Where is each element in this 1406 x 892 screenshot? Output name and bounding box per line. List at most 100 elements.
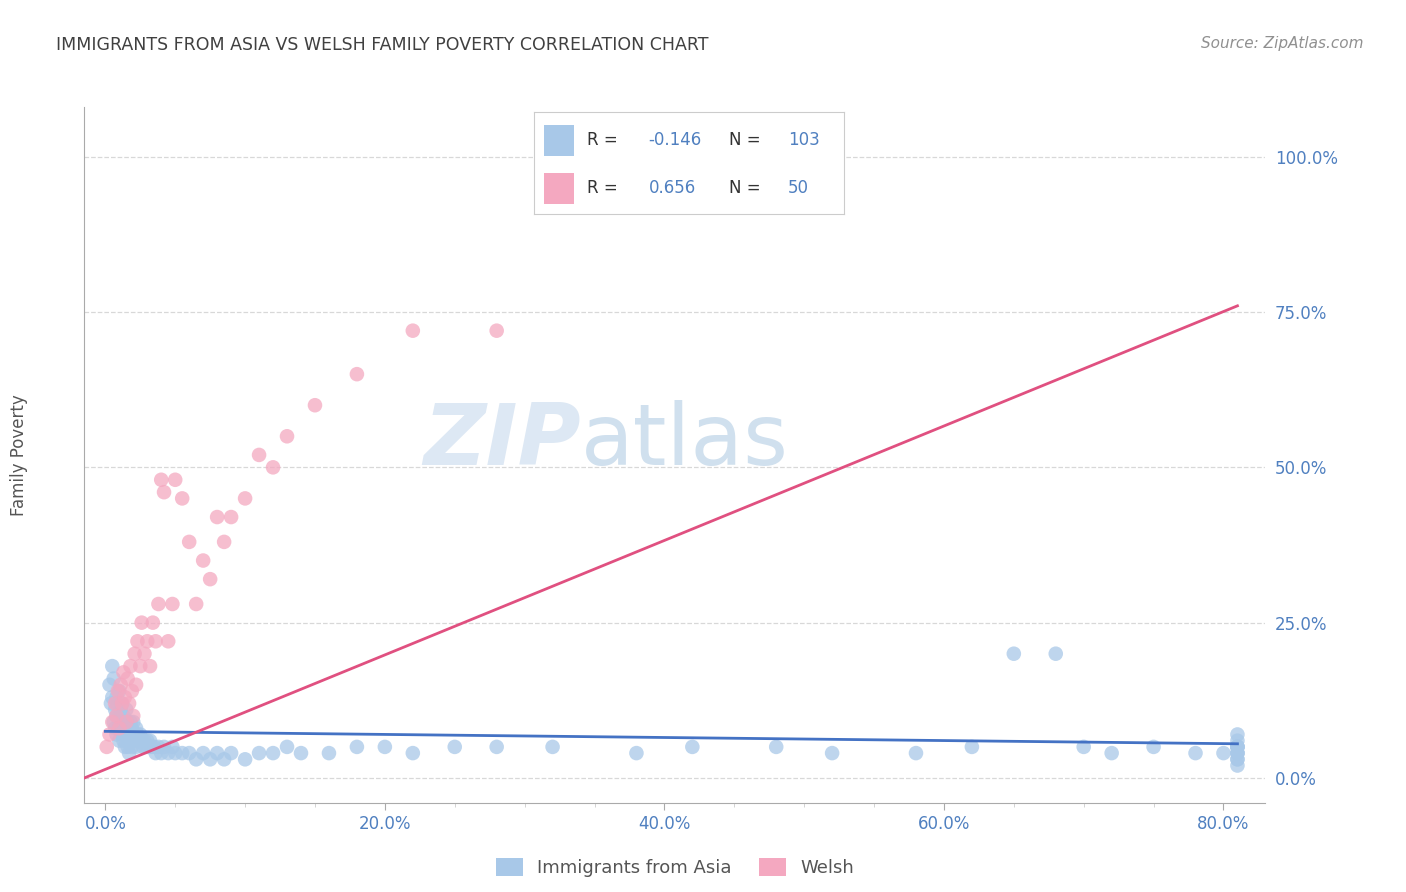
Point xyxy=(105,727,128,741)
Point xyxy=(1226,733,1249,747)
Point xyxy=(122,708,145,723)
Point xyxy=(136,634,159,648)
FancyBboxPatch shape xyxy=(544,173,575,204)
Point xyxy=(139,733,162,747)
Text: R =: R = xyxy=(586,131,617,149)
Point xyxy=(205,746,228,760)
Point xyxy=(198,752,221,766)
Point xyxy=(108,721,131,735)
Point xyxy=(143,739,166,754)
Point xyxy=(101,714,124,729)
Point xyxy=(122,714,145,729)
Point xyxy=(162,739,184,754)
Point xyxy=(128,733,150,747)
Point xyxy=(150,473,173,487)
Point xyxy=(198,572,221,586)
Point xyxy=(765,739,787,754)
Point xyxy=(125,739,148,754)
Point xyxy=(247,448,270,462)
Point xyxy=(112,733,135,747)
Point xyxy=(1226,752,1249,766)
Point xyxy=(233,752,256,766)
Legend: Immigrants from Asia, Welsh: Immigrants from Asia, Welsh xyxy=(488,850,862,884)
Point xyxy=(186,752,208,766)
Point xyxy=(136,733,159,747)
Point xyxy=(162,597,184,611)
Point xyxy=(127,634,149,648)
Point xyxy=(121,684,143,698)
Point xyxy=(107,721,129,735)
Point xyxy=(1226,746,1249,760)
Point xyxy=(105,690,128,705)
Point xyxy=(115,714,138,729)
Point xyxy=(117,672,139,686)
Point xyxy=(107,697,129,711)
Point xyxy=(129,659,152,673)
Point xyxy=(1226,739,1249,754)
Point xyxy=(134,733,156,747)
Point xyxy=(157,746,180,760)
Point xyxy=(153,485,176,500)
Point xyxy=(904,746,927,760)
Point xyxy=(179,534,201,549)
Point xyxy=(262,460,284,475)
Text: R =: R = xyxy=(586,179,617,197)
Point xyxy=(1226,727,1249,741)
Point xyxy=(120,714,142,729)
Point xyxy=(1226,758,1249,772)
Point xyxy=(108,708,131,723)
Point xyxy=(131,615,153,630)
Text: N =: N = xyxy=(730,131,761,149)
Point xyxy=(145,634,167,648)
Text: atlas: atlas xyxy=(581,400,789,483)
Point xyxy=(1002,647,1025,661)
Point xyxy=(1184,746,1206,760)
Point xyxy=(104,721,127,735)
Point xyxy=(110,703,132,717)
Text: 0.656: 0.656 xyxy=(648,179,696,197)
Point xyxy=(304,398,326,412)
Point xyxy=(121,739,143,754)
Point xyxy=(107,684,129,698)
Point xyxy=(129,727,152,741)
Point xyxy=(101,659,124,673)
Point xyxy=(132,739,155,754)
Point xyxy=(681,739,703,754)
Point xyxy=(153,739,176,754)
Point xyxy=(212,534,235,549)
Point xyxy=(1226,746,1249,760)
Point xyxy=(157,634,180,648)
FancyBboxPatch shape xyxy=(544,125,575,155)
Point xyxy=(134,647,156,661)
Point xyxy=(318,746,340,760)
Text: N =: N = xyxy=(730,179,761,197)
Point xyxy=(138,739,160,754)
Point xyxy=(111,727,134,741)
Point xyxy=(111,697,134,711)
Point xyxy=(120,659,142,673)
Point xyxy=(1226,739,1249,754)
Point xyxy=(135,739,157,754)
Point xyxy=(110,721,132,735)
Point xyxy=(1226,739,1249,754)
Point xyxy=(112,665,135,680)
Point xyxy=(165,746,187,760)
Point xyxy=(1142,739,1164,754)
Point xyxy=(124,647,146,661)
Point xyxy=(1101,746,1123,760)
Point xyxy=(247,746,270,760)
Point xyxy=(1212,746,1234,760)
Point xyxy=(98,678,121,692)
Point xyxy=(114,714,136,729)
Point xyxy=(290,746,312,760)
Point xyxy=(374,739,396,754)
Point xyxy=(485,739,508,754)
Point xyxy=(150,746,173,760)
Point xyxy=(1226,739,1249,754)
Point xyxy=(165,473,187,487)
Point xyxy=(108,684,131,698)
Point xyxy=(219,510,242,524)
Point xyxy=(118,721,141,735)
Point xyxy=(346,367,368,381)
Point xyxy=(115,703,138,717)
